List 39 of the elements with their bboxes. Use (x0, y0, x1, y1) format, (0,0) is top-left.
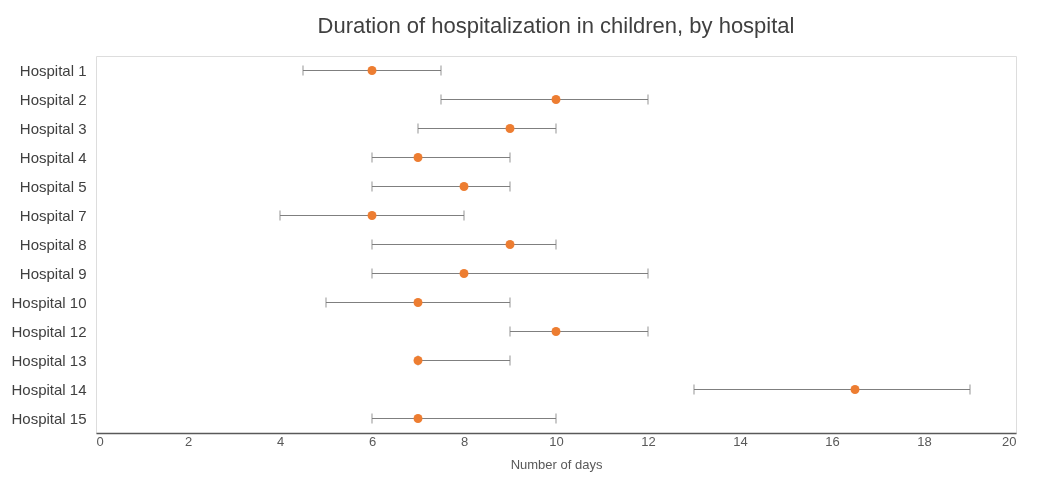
x-axis-title: Number of days (510, 456, 603, 472)
point (413, 153, 423, 162)
point (413, 356, 423, 365)
point (413, 414, 423, 423)
y-tick-label: Hospital 13 (11, 351, 87, 369)
point (459, 269, 469, 278)
point (505, 240, 515, 249)
point (459, 182, 469, 191)
y-tick-label: Hospital 9 (19, 264, 87, 282)
point (367, 211, 377, 220)
x-tick-label: 12 (641, 433, 656, 449)
x-tick-label: 2 (184, 433, 193, 449)
x-tick-label: 16 (825, 433, 840, 449)
point (551, 95, 561, 104)
y-tick-label: Hospital 5 (19, 177, 87, 195)
point (551, 327, 561, 336)
y-tick-label: Hospital 1 (19, 61, 87, 79)
y-tick-label: Hospital 15 (11, 409, 87, 427)
y-tick-label: Hospital 2 (19, 90, 87, 108)
x-tick-label: 20 (1002, 433, 1017, 449)
y-tick-label: Hospital 10 (11, 293, 87, 311)
y-tick-label: Hospital 14 (11, 380, 87, 398)
point (413, 298, 423, 307)
x-tick-label: 0 (96, 433, 104, 449)
point (505, 124, 515, 133)
y-tick-label: Hospital 7 (19, 206, 87, 224)
y-tick-label: Hospital 12 (11, 322, 87, 340)
x-tick-label: 8 (460, 433, 469, 449)
y-tick-label: Hospital 4 (19, 148, 87, 166)
y-tick-label: Hospital 8 (19, 235, 87, 253)
x-tick-label: 4 (276, 433, 285, 449)
point (850, 385, 860, 394)
x-tick-label: 10 (549, 433, 564, 449)
x-tick-label: 18 (917, 433, 932, 449)
chart-title: Duration of hospitalization in children, by hospital (317, 13, 795, 38)
y-tick-label: Hospital 3 (19, 119, 87, 137)
point (367, 66, 377, 75)
x-tick-label: 14 (733, 433, 748, 449)
x-tick-label: 6 (368, 433, 377, 449)
